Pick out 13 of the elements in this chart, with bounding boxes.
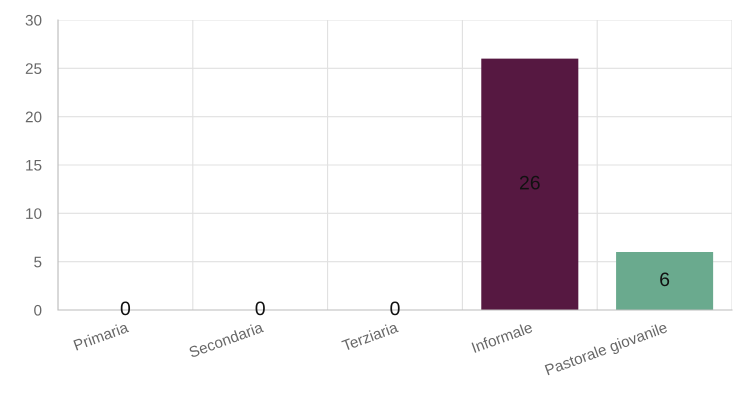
y-tick-label: 10 <box>26 208 42 220</box>
data-label: 6 <box>660 272 670 286</box>
y-tick-label: 25 <box>26 63 42 74</box>
y-tick-label: 0 <box>34 304 42 316</box>
y-tick-label: 20 <box>26 112 42 122</box>
data-label: 0 <box>256 301 265 316</box>
y-tick-label: 15 <box>26 160 42 171</box>
data-label: 0 <box>390 301 400 316</box>
x-tick-label: Terziaria <box>341 321 399 352</box>
y-tick-label: 30 <box>26 14 42 26</box>
y-tick-label: 5 <box>34 256 42 268</box>
data-label: 0 <box>120 301 130 316</box>
data-label: 26 <box>520 176 540 190</box>
